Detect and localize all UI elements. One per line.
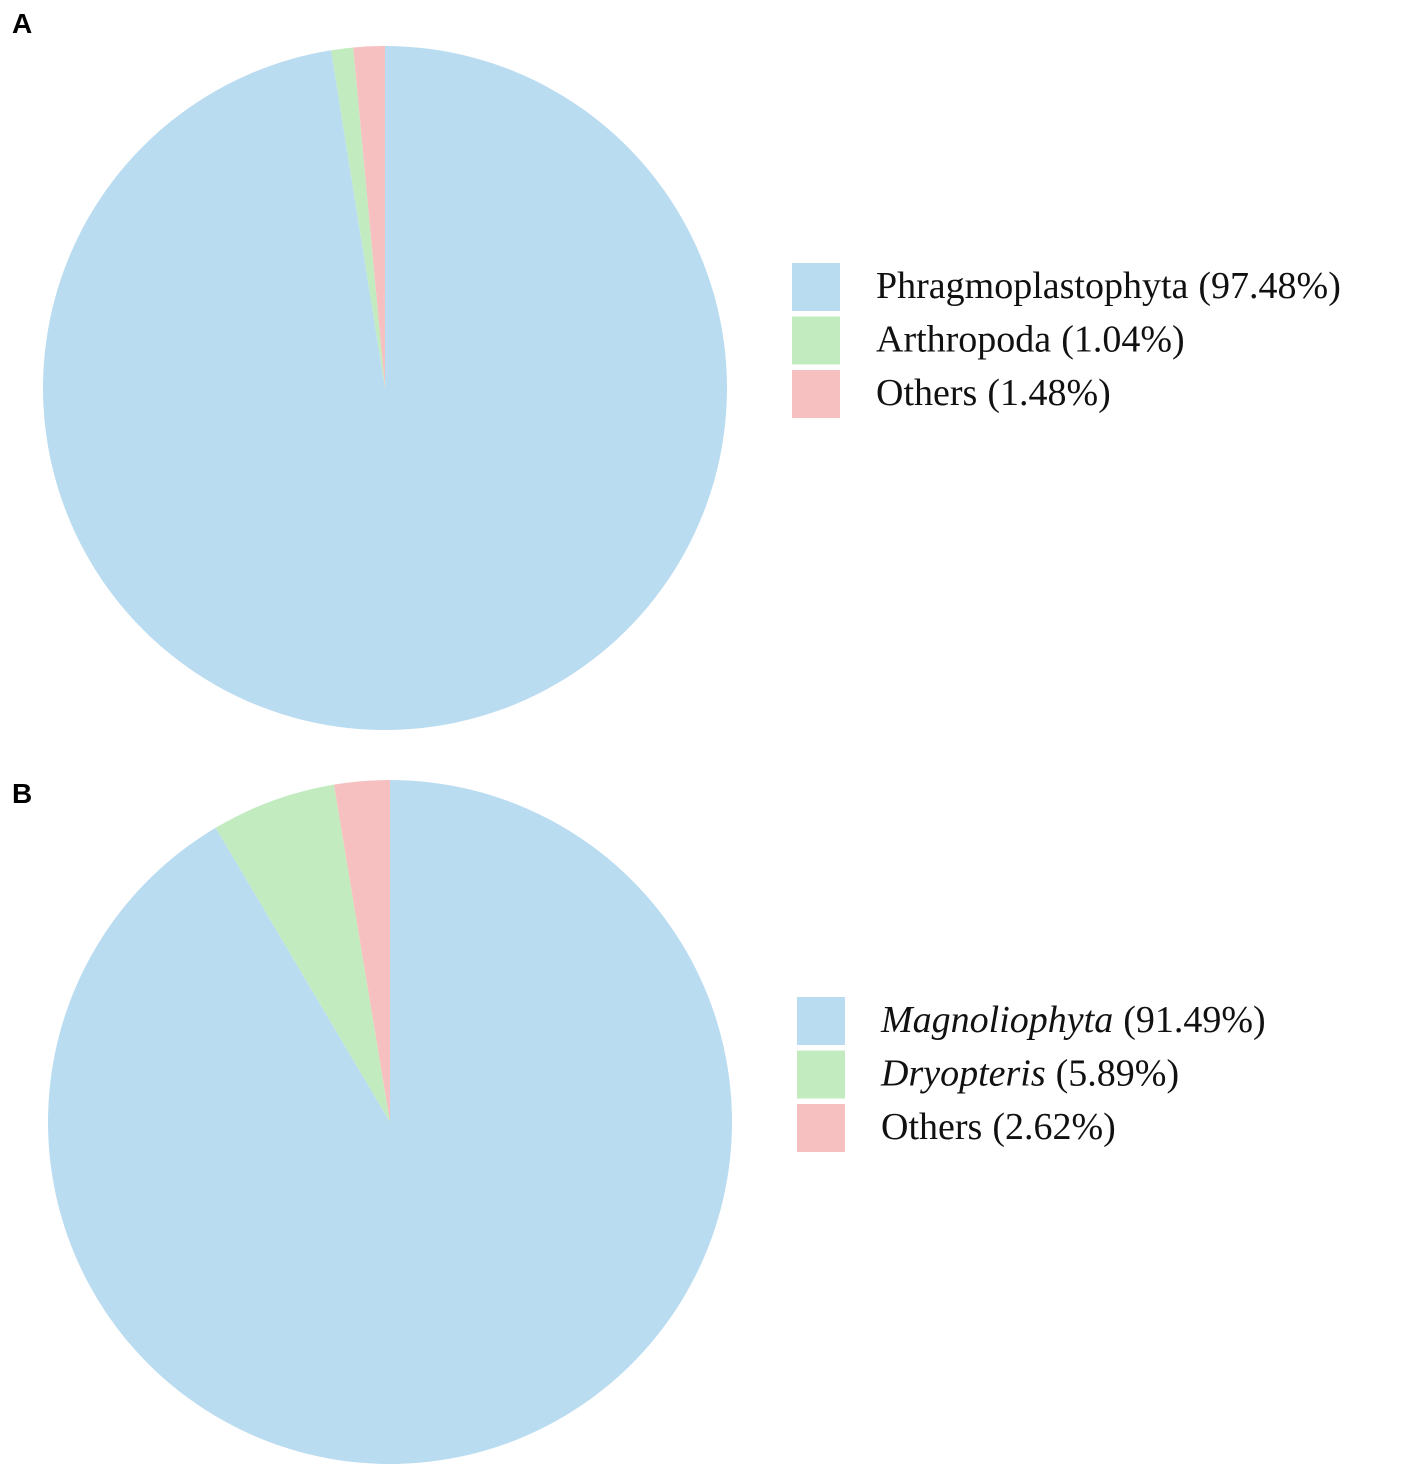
legend-name: Phragmoplastophyta xyxy=(876,265,1189,307)
legend-swatch xyxy=(792,263,840,311)
legend-value: (1.04%) xyxy=(1061,318,1184,360)
legend-swatch xyxy=(797,997,845,1045)
legend-value: (5.89%) xyxy=(1056,1052,1179,1094)
legend-value: (1.48%) xyxy=(987,372,1110,414)
legend-swatch xyxy=(797,1104,845,1152)
legend-value: (2.62%) xyxy=(992,1106,1115,1148)
legend-name: Dryopteris xyxy=(880,1052,1046,1094)
pie-slice xyxy=(331,47,385,388)
legend-entry: Others (2.62%) xyxy=(881,1106,1116,1148)
legend-entry: Phragmoplastophyta (97.48%) xyxy=(876,265,1341,307)
legend-name: Arthropoda xyxy=(876,318,1051,360)
legend-value: (97.48%) xyxy=(1198,265,1340,307)
legend-value: (91.49%) xyxy=(1123,999,1265,1041)
pie-slice xyxy=(333,780,390,1122)
legend-name: Others xyxy=(881,1106,982,1148)
panel-label: A xyxy=(12,8,32,39)
legend-entry: Others (1.48%) xyxy=(876,372,1111,414)
legend-entry: Arthropoda (1.04%) xyxy=(876,318,1185,360)
legend-name: Others xyxy=(876,372,977,414)
legend-entry: Magnoliophyta (91.49%) xyxy=(880,999,1266,1041)
legend-swatch xyxy=(797,1050,845,1099)
pie-slice xyxy=(43,46,728,731)
legend-swatch xyxy=(792,316,840,365)
pie-slice xyxy=(47,780,732,1465)
panel-label: B xyxy=(12,778,32,809)
pie-slice xyxy=(353,46,385,388)
legend-swatch xyxy=(792,370,840,418)
legend-name: Magnoliophyta xyxy=(880,999,1113,1041)
pie-slice xyxy=(215,784,390,1122)
legend-entry: Dryopteris (5.89%) xyxy=(880,1052,1179,1094)
